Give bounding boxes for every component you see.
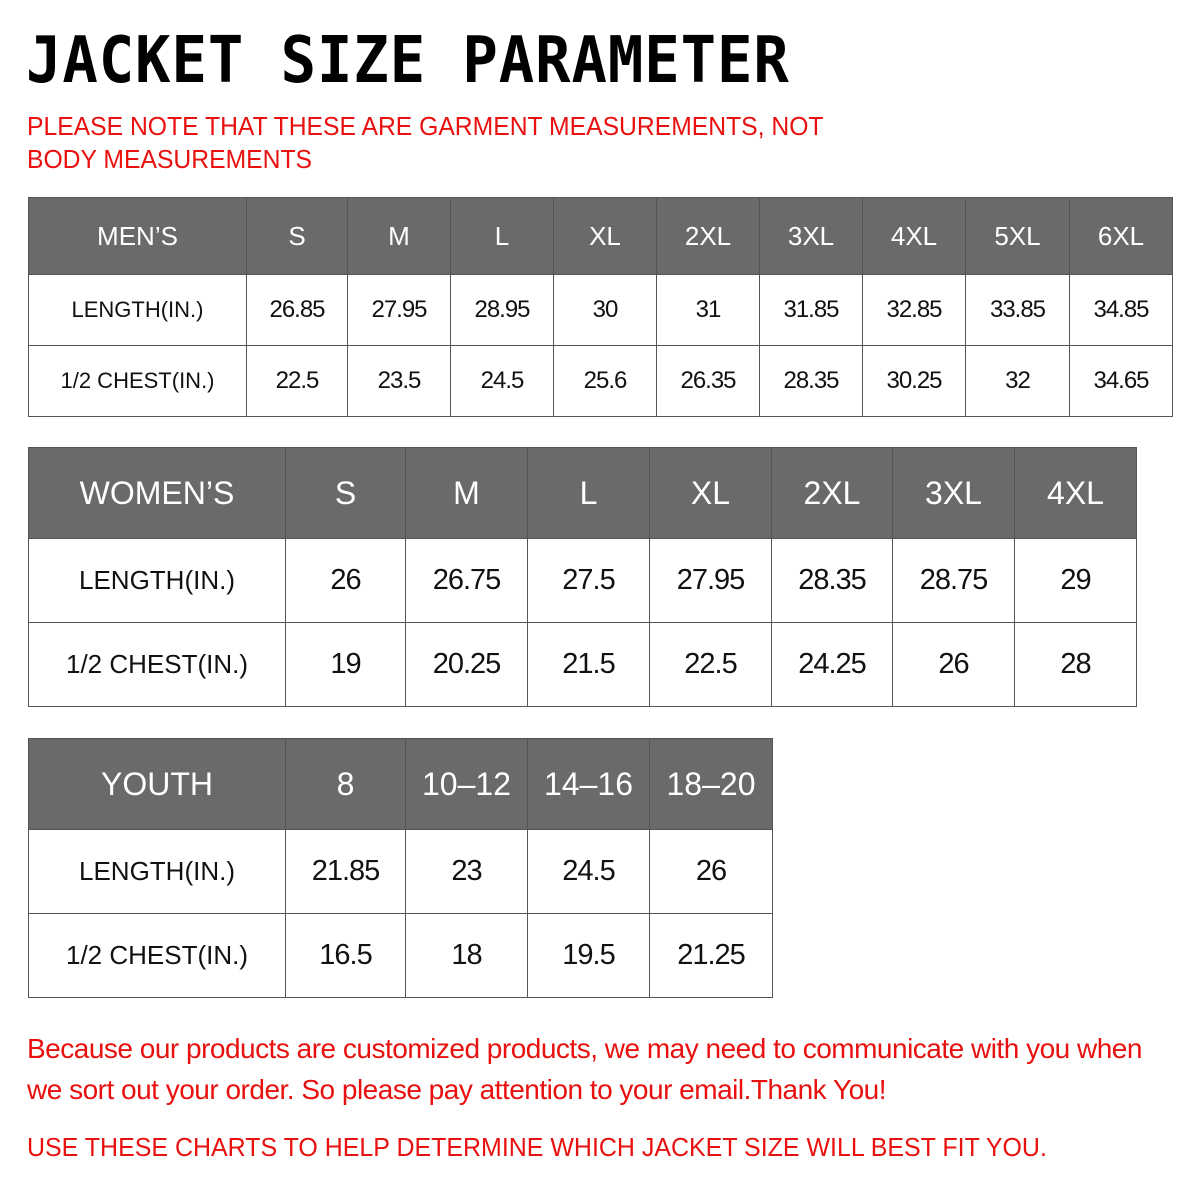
size-header: 4XL [1014, 447, 1137, 539]
measurement-cell: 33.85 [965, 274, 1070, 346]
measurement-cell: 26 [285, 538, 406, 623]
measurement-cell: 18 [405, 913, 528, 998]
measurement-cell: 19 [285, 622, 406, 707]
measurement-cell: 27.5 [527, 538, 650, 623]
measurement-cell: 28.75 [892, 538, 1015, 623]
womens-size-table: WOMEN’S S M L XL 2XL 3XL 4XL LENGTH(IN.) 26 26.75 2… [28, 447, 1137, 707]
measurement-cell: 20.25 [405, 622, 528, 707]
measurement-cell: 26.85 [246, 274, 348, 346]
measurement-cell: 26.75 [405, 538, 528, 623]
size-header: L [450, 197, 554, 275]
measurement-cell: 27.95 [649, 538, 772, 623]
table-row: LENGTH(IN.) 21.85 23 24.5 26 [28, 829, 773, 914]
measurement-cell: 24.5 [527, 829, 650, 914]
measurement-cell: 28.35 [771, 538, 893, 623]
table-row: LENGTH(IN.) 26.85 27.95 28.95 30 31 31.85 32.85… [28, 274, 1173, 346]
measurement-cell: 27.95 [347, 274, 451, 346]
size-header: M [347, 197, 451, 275]
measurement-cell: 21.85 [285, 829, 406, 914]
customization-message: Because our products are customized prod… [27, 1033, 1142, 1105]
header-row: YOUTH 8 10–12 14–16 18–20 [28, 738, 773, 830]
size-header: 18–20 [649, 738, 773, 830]
category-header: YOUTH [28, 738, 286, 830]
measurement-note: PLEASE NOTE THAT THESE ARE GARMENT MEASU… [27, 111, 824, 174]
measurement-cell: 26 [649, 829, 773, 914]
size-header: 3XL [759, 197, 863, 275]
youth-size-table: YOUTH 8 10–12 14–16 18–20 LENGTH(IN.) 21.85 23 2… [28, 738, 773, 998]
size-header: 2XL [771, 447, 893, 539]
row-label: LENGTH(IN.) [28, 829, 286, 914]
row-label: 1/2 CHEST(IN.) [28, 913, 286, 998]
size-header: 14–16 [527, 738, 650, 830]
size-header: XL [649, 447, 772, 539]
measurement-cell: 28.95 [450, 274, 554, 346]
measurement-cell: 24.25 [771, 622, 893, 707]
measurement-cell: 31.85 [759, 274, 863, 346]
table-row: 1/2 CHEST(IN.) 16.5 18 19.5 21.25 [28, 913, 773, 998]
size-header: L [527, 447, 650, 539]
page-title: JACKET SIZE PARAMETER [26, 24, 790, 98]
measurement-cell: 29 [1014, 538, 1137, 623]
measurement-cell: 31 [656, 274, 760, 346]
measurement-cell: 21.5 [527, 622, 650, 707]
measurement-cell: 28 [1014, 622, 1137, 707]
row-label: LENGTH(IN.) [28, 538, 286, 623]
size-header: 4XL [862, 197, 966, 275]
measurement-cell: 34.65 [1069, 345, 1173, 417]
measurement-cell: 26.35 [656, 345, 760, 417]
size-header: 10–12 [405, 738, 528, 830]
size-header: XL [553, 197, 657, 275]
row-label: 1/2 CHEST(IN.) [28, 622, 286, 707]
measurement-cell: 24.5 [450, 345, 554, 417]
measurement-cell: 19.5 [527, 913, 650, 998]
size-header: 2XL [656, 197, 760, 275]
measurement-cell: 30 [553, 274, 657, 346]
table-row: 1/2 CHEST(IN.) 22.5 23.5 24.5 25.6 26.35 28.35… [28, 345, 1173, 417]
measurement-cell: 16.5 [285, 913, 406, 998]
size-header: 6XL [1069, 197, 1173, 275]
category-header: WOMEN’S [28, 447, 286, 539]
size-header: S [246, 197, 348, 275]
measurement-cell: 28.35 [759, 345, 863, 417]
row-label: 1/2 CHEST(IN.) [28, 345, 247, 417]
measurement-cell: 30.25 [862, 345, 966, 417]
sizing-advice: USE THESE CHARTS TO HELP DETERMINE WHICH… [27, 1132, 1047, 1162]
measurement-cell: 25.6 [553, 345, 657, 417]
row-label: LENGTH(IN.) [28, 274, 247, 346]
measurement-cell: 23 [405, 829, 528, 914]
measurement-cell: 23.5 [347, 345, 451, 417]
size-header: 8 [285, 738, 406, 830]
measurement-cell: 22.5 [246, 345, 348, 417]
table-row: 1/2 CHEST(IN.) 19 20.25 21.5 22.5 24.25 26 28 [28, 622, 1137, 707]
category-header: MEN’S [28, 197, 247, 275]
table-row: LENGTH(IN.) 26 26.75 27.5 27.95 28.35 28.75 29 [28, 538, 1137, 623]
measurement-cell: 32 [965, 345, 1070, 417]
mens-size-table: MEN’S S M L XL 2XL 3XL 4XL 5XL 6XL LENGTH(IN.) 26.8… [28, 197, 1173, 417]
measurement-cell: 26 [892, 622, 1015, 707]
size-header: M [405, 447, 528, 539]
measurement-cell: 32.85 [862, 274, 966, 346]
measurement-cell: 34.85 [1069, 274, 1173, 346]
size-header: 3XL [892, 447, 1015, 539]
measurement-cell: 21.25 [649, 913, 773, 998]
header-row: WOMEN’S S M L XL 2XL 3XL 4XL [28, 447, 1137, 539]
size-header: S [285, 447, 406, 539]
size-header: 5XL [965, 197, 1070, 275]
header-row: MEN’S S M L XL 2XL 3XL 4XL 5XL 6XL [28, 197, 1173, 275]
measurement-cell: 22.5 [649, 622, 772, 707]
